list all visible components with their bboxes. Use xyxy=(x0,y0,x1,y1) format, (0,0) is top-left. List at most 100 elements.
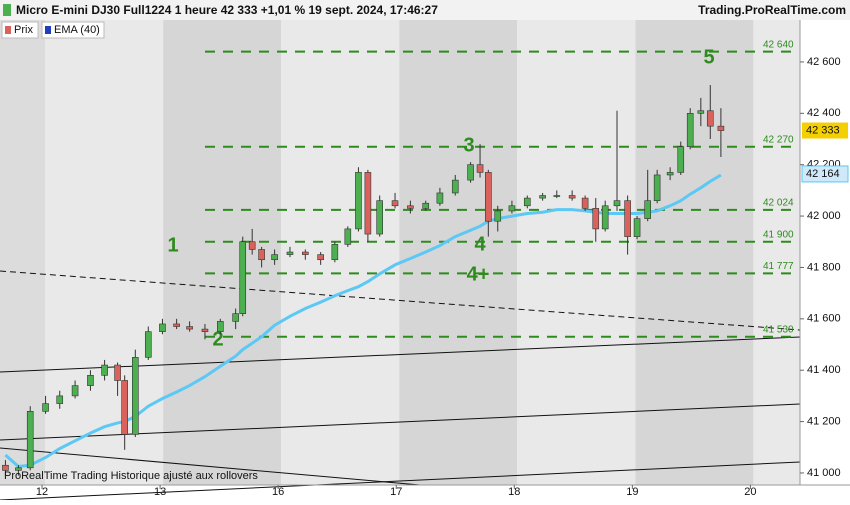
last-ema-label: 42 164 xyxy=(806,168,840,180)
candle-body xyxy=(71,385,79,397)
legend-ema-icon xyxy=(45,26,51,34)
header-bar xyxy=(0,0,850,20)
candle-body xyxy=(476,164,484,173)
x-tick-label: 18 xyxy=(508,486,520,498)
day-band xyxy=(753,20,800,485)
level-label: 41 900 xyxy=(763,229,794,240)
candle-body xyxy=(364,172,372,235)
wave-label: 4+ xyxy=(467,263,490,285)
candle-body xyxy=(677,146,685,173)
candle-body xyxy=(467,164,474,181)
candle-body xyxy=(666,172,674,176)
trend-line-dashed xyxy=(0,270,801,331)
candle-body xyxy=(706,110,714,127)
legend-ema: EMA (40) xyxy=(54,24,100,36)
candle-body xyxy=(508,205,516,212)
level-label: 42 270 xyxy=(763,134,794,145)
last-price-box xyxy=(802,122,848,139)
day-band xyxy=(517,20,636,485)
candle-body xyxy=(15,467,22,471)
y-tick-label: 41 200 xyxy=(807,415,841,427)
wave-label: 5 xyxy=(703,46,714,68)
header-title: Micro E-mini DJ30 Full1224 1 heure 42 33… xyxy=(16,3,438,17)
level-label: 42 024 xyxy=(763,198,794,209)
y-tick-label: 42 000 xyxy=(807,210,841,222)
y-tick-label: 42 400 xyxy=(807,107,841,119)
candle-body xyxy=(624,200,631,237)
candle-body xyxy=(592,208,600,230)
candle-body xyxy=(355,172,362,230)
candle-body xyxy=(42,403,49,412)
level-label: 42 640 xyxy=(763,39,794,50)
candle-body xyxy=(159,323,166,332)
candle-body xyxy=(422,202,430,209)
candle-body xyxy=(286,251,294,255)
candle-body xyxy=(553,195,561,197)
legend-price: Prix xyxy=(14,24,33,36)
candle-body xyxy=(173,323,180,327)
wave-label: 1 xyxy=(167,234,178,256)
candle-body xyxy=(436,192,444,204)
candle-body xyxy=(568,195,576,199)
candle-body xyxy=(644,200,651,219)
candle-body xyxy=(56,395,64,404)
candle-body xyxy=(407,205,414,209)
y-tick-label: 41 600 xyxy=(807,313,841,325)
candle-body xyxy=(376,200,383,235)
candle-body xyxy=(523,197,531,207)
candle-body xyxy=(344,228,352,245)
candle-body xyxy=(101,364,108,376)
candle-body xyxy=(653,174,661,201)
y-tick-label: 41 400 xyxy=(807,364,841,376)
candle-body xyxy=(271,254,278,261)
x-tick-label: 17 xyxy=(390,486,402,498)
x-tick-label: 19 xyxy=(626,486,638,498)
candle-body xyxy=(391,200,399,207)
legend-ema-box[interactable] xyxy=(41,21,105,39)
candle-body xyxy=(451,179,459,194)
candle-body xyxy=(686,113,694,148)
candle-body xyxy=(248,241,256,250)
candle-body xyxy=(331,244,339,261)
wave-label: 2 xyxy=(212,328,223,350)
candle-body xyxy=(697,110,705,114)
candle-body xyxy=(302,251,309,255)
day-band xyxy=(0,20,46,485)
level-label: 41 777 xyxy=(763,261,794,272)
candle-body xyxy=(201,328,209,332)
candle-body xyxy=(539,195,546,199)
x-tick-label: 12 xyxy=(36,486,48,498)
candle-body xyxy=(633,218,641,237)
candle-body xyxy=(121,380,128,435)
level-label: 41 530 xyxy=(763,324,794,335)
x-tick-label: 13 xyxy=(154,486,166,498)
candle-body xyxy=(186,326,193,330)
candle-body xyxy=(232,313,239,322)
day-band xyxy=(635,20,754,485)
candle-body xyxy=(258,249,265,261)
last-price-label: 42 333 xyxy=(806,124,840,136)
candle-body xyxy=(217,321,224,332)
candle-body xyxy=(601,205,609,230)
footer: ProRealTime Trading Historique ajusté au… xyxy=(4,470,258,482)
last-ema-box xyxy=(801,165,849,183)
x-tick-label: 16 xyxy=(272,486,284,498)
y-tick-label: 42 600 xyxy=(807,56,841,68)
candle-body xyxy=(581,197,589,209)
candle-body xyxy=(87,375,94,386)
trend-line xyxy=(0,461,801,501)
candle-body xyxy=(132,357,139,435)
app-icon xyxy=(3,4,11,16)
y-tick-label: 41 800 xyxy=(807,261,841,273)
candle-body xyxy=(114,364,121,381)
y-tick-label: 41 000 xyxy=(807,467,841,479)
day-band xyxy=(45,20,164,485)
legend-price-icon xyxy=(5,26,11,34)
candle-body xyxy=(485,172,492,222)
candle-body xyxy=(2,464,9,471)
candle-body xyxy=(494,210,502,222)
candle-body xyxy=(717,125,725,131)
day-band xyxy=(399,20,518,485)
